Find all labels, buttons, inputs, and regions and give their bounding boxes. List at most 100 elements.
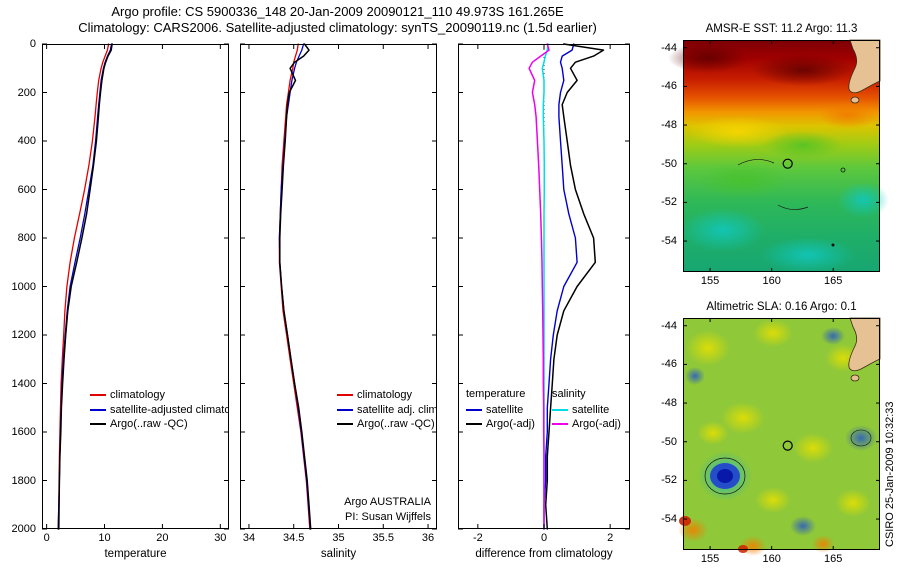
y-tick-label: 200	[17, 86, 36, 99]
y-tick-label: 1600	[11, 426, 36, 438]
legend-item: satellite adj. clim.	[337, 403, 437, 418]
x-tick-label: 34.5	[283, 532, 305, 544]
legend-item: Argo(-adj)	[552, 417, 621, 432]
sst-map-image	[668, 39, 889, 273]
annotation-line: PI: Susan Wijffels	[345, 511, 431, 523]
y-tick-label: -44	[661, 319, 677, 332]
y-tick-label: 400	[17, 135, 36, 147]
map-frame	[683, 40, 880, 272]
temperature-plot-area	[42, 43, 229, 530]
legend-swatch	[337, 408, 353, 411]
legend-column: climatology satellite adj. clim. Argo(..ra…	[337, 388, 437, 432]
legend-swatch	[90, 394, 106, 397]
legend-item: Argo(..raw -QC)	[90, 417, 229, 432]
series-line-satellite-adj-clim-	[278, 43, 311, 530]
salinity-plot-area	[240, 43, 437, 530]
legend-label: climatology	[110, 389, 166, 402]
legend-swatch	[337, 423, 353, 426]
argo-position-marker	[782, 158, 793, 169]
series-line-argo-raw-qc-	[279, 43, 312, 530]
y-tick-label: 800	[17, 232, 36, 244]
legend-item: satellite-adjusted climatology	[90, 403, 229, 418]
axis-frame	[42, 44, 229, 529]
land-stewart-island	[850, 374, 860, 382]
figure-title: Argo profile: CS 5900336_148 20-Jan-2009…	[25, 4, 650, 36]
y-tick-label: 1200	[11, 329, 36, 341]
legend-label: satellite adj. clim.	[357, 403, 437, 416]
legend-swatch	[466, 423, 482, 426]
legend-label: satellite	[486, 403, 524, 416]
title-line1: Argo profile: CS 5900336_148 20-Jan-2009…	[111, 4, 564, 19]
x-tick-label: 0	[43, 532, 50, 544]
x-tick-label: 165	[824, 553, 843, 565]
sla-map-panel: Altimetric SLA: 0.16 Argo: 0.1	[661, 301, 881, 565]
legend-swatch	[552, 423, 568, 426]
temperature-profile-panel: 0 10 20 30 0 200 400 600 800 1000 1200 1400 1600 1800…	[12, 38, 229, 560]
sst-field-blobs	[668, 43, 889, 273]
legend-label: satellite-adjusted climatology	[110, 403, 229, 416]
sla-field-blobs	[678, 319, 877, 556]
y-tick-label: -46	[661, 80, 677, 93]
x-tick-label: 0	[540, 532, 548, 544]
legend-column: salinity satellite Argo(-adj)	[552, 388, 621, 432]
y-tick-label: -46	[661, 358, 677, 371]
argo-position-marker	[782, 440, 793, 451]
land-stewart-island	[850, 96, 860, 104]
legend-item: climatology	[90, 388, 229, 403]
legend-swatch	[90, 408, 106, 411]
x-tick-label: 20	[156, 532, 169, 544]
axis-frame	[240, 44, 437, 529]
y-tick-label: 1000	[11, 280, 36, 293]
sla-map-image	[678, 317, 881, 556]
y-tick-label: -48	[661, 397, 677, 410]
x-tick-label: 30	[214, 532, 227, 544]
map-frame	[683, 318, 880, 550]
title-line2: Climatology: CARS2006. Satellite-adjuste…	[78, 20, 597, 35]
x-axis-label: temperature	[104, 548, 167, 560]
series-line-salinity-argo-adj-	[528, 43, 550, 530]
legend-swatch	[337, 394, 353, 397]
x-tick-label: 10	[98, 532, 111, 544]
legend-item: Argo(-adj)	[466, 417, 535, 432]
legend-label: Argo(..raw -QC)	[110, 418, 188, 431]
y-tick-label: 0	[29, 38, 36, 50]
sst-contours	[737, 159, 846, 247]
axis-frame	[458, 44, 630, 529]
x-axis-label: difference from climatology	[475, 548, 613, 560]
y-tick-label: 600	[17, 183, 36, 196]
sst_map-overlay	[683, 40, 880, 272]
x-tick-label: 2	[607, 532, 614, 544]
y-tick-label: -54	[661, 235, 677, 248]
legend-item: satellite	[552, 403, 621, 418]
legend-item: satellite	[466, 403, 535, 418]
y-tick-label: -50	[661, 435, 677, 448]
x-tick-label: 160	[762, 275, 781, 287]
x-tick-label: 36	[421, 532, 435, 544]
y-tick-label: 1400	[11, 377, 36, 390]
panel-annotation: Argo AUSTRALIA PI: Susan Wijffels	[344, 495, 431, 525]
x-tick-label: 160	[762, 553, 781, 565]
salinity-profile-panel: 34 34.5 35 35.5 36 salinity climatology satelli…	[240, 43, 437, 560]
legend-header: temperature	[466, 388, 526, 400]
legend-swatch	[552, 408, 568, 411]
series-line-argo-raw-qc-	[58, 43, 113, 530]
legend-label: Argo(-adj)	[486, 418, 535, 431]
legend-label: Argo(..raw -QC)	[357, 418, 435, 431]
x-tick-label: 34	[242, 532, 256, 544]
series-line-satellite-adjusted-climatology	[57, 43, 113, 530]
legend-header: salinity	[552, 388, 586, 400]
x-tick-label: -2	[472, 532, 483, 544]
x-tick-label: 35	[332, 532, 345, 544]
y-tick-label: -52	[661, 196, 677, 209]
sla_map-overlay	[683, 318, 880, 550]
credit-text: CSIRO 25-Jan-2009 10:32:33	[884, 401, 896, 547]
y-tick-label: -52	[661, 474, 677, 487]
legend-column: temperature satellite Argo(-adj)	[466, 388, 535, 432]
y-tick-label: -44	[661, 41, 677, 54]
series-line-climatology	[57, 43, 110, 530]
x-axis-label: salinity	[320, 548, 357, 560]
legend-item: climatology	[337, 388, 437, 403]
y-tick-label: 2000	[11, 523, 36, 535]
